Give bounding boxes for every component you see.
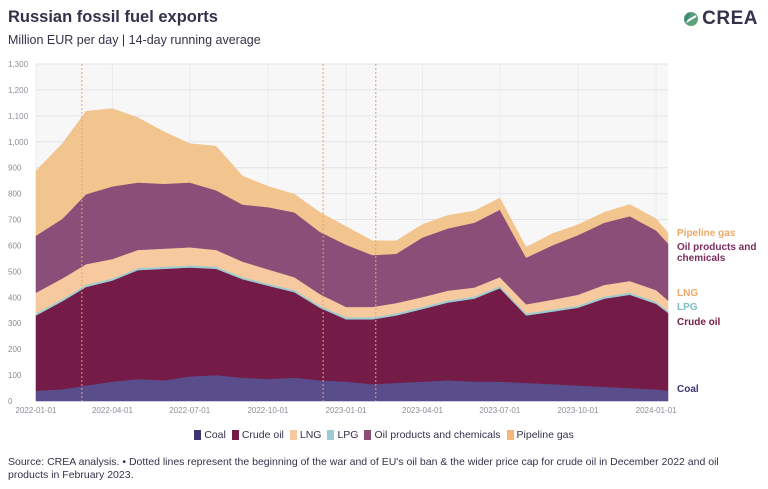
legend-item-lpg[interactable]: LPG bbox=[327, 429, 358, 441]
x-tick-label: 2023-07-01 bbox=[479, 406, 520, 415]
legend-label: LNG bbox=[299, 429, 322, 441]
x-tick-label: 2023-01-01 bbox=[326, 406, 367, 415]
y-tick-label: 1,200 bbox=[8, 86, 29, 95]
y-tick-label: 400 bbox=[8, 293, 22, 302]
y-tick-label: 1,100 bbox=[8, 112, 29, 121]
x-tick-label: 2024-01-01 bbox=[636, 406, 677, 415]
legend-item-pipeline-gas[interactable]: Pipeline gas bbox=[506, 429, 574, 441]
legend-swatch-oil-products bbox=[364, 430, 372, 440]
x-tick-label: 2023-04-01 bbox=[402, 406, 443, 415]
legend-swatch-pipeline-gas bbox=[506, 430, 514, 440]
y-tick-label: 800 bbox=[8, 190, 22, 199]
x-tick-label: 2022-04-01 bbox=[92, 406, 133, 415]
legend-label: Pipeline gas bbox=[516, 429, 574, 441]
legend-item-coal[interactable]: Coal bbox=[194, 429, 226, 441]
area-pipeline-gas bbox=[35, 108, 669, 258]
y-tick-label: 700 bbox=[8, 216, 22, 225]
crea-logo: CREA bbox=[683, 8, 758, 30]
series-end-label: Pipeline gas bbox=[677, 228, 736, 239]
legend-swatch-coal bbox=[194, 430, 202, 440]
legend: Coal Crude oil LNG LPG Oil products and … bbox=[0, 429, 768, 441]
chart-subtitle: Million EUR per day | 14-day running ave… bbox=[8, 33, 261, 47]
source-note: Source: CREA analysis. • Dotted lines re… bbox=[8, 456, 719, 481]
series-end-label: Oil products and chemicals bbox=[677, 242, 756, 264]
legend-item-oil-products[interactable]: Oil products and chemicals bbox=[364, 429, 501, 441]
legend-label: Coal bbox=[204, 429, 226, 441]
chart-title: Russian fossil fuel exports bbox=[8, 8, 218, 26]
x-tick-label: 2022-01-01 bbox=[16, 406, 57, 415]
legend-item-lng[interactable]: LNG bbox=[289, 429, 322, 441]
legend-swatch-crude-oil bbox=[231, 430, 239, 440]
series-end-label: Crude oil bbox=[677, 317, 721, 328]
y-tick-label: 200 bbox=[8, 345, 22, 354]
x-tick-label: 2023-10-01 bbox=[557, 406, 598, 415]
crea-leaf-icon bbox=[684, 12, 699, 26]
y-tick-label: 300 bbox=[8, 319, 22, 328]
y-tick-label: 1,300 bbox=[8, 60, 29, 69]
legend-swatch-lpg bbox=[327, 430, 335, 440]
y-tick-label: 600 bbox=[8, 241, 22, 250]
logo-text: CREA bbox=[702, 8, 758, 29]
y-tick-label: 500 bbox=[8, 267, 22, 276]
y-tick-label: 1,000 bbox=[8, 138, 29, 147]
legend-item-crude-oil[interactable]: Crude oil bbox=[231, 429, 284, 441]
legend-label: Crude oil bbox=[241, 429, 284, 441]
y-tick-label: 100 bbox=[8, 371, 22, 380]
legend-label: LPG bbox=[337, 429, 359, 441]
legend-swatch-lng bbox=[289, 430, 297, 440]
y-tick-label: 0 bbox=[8, 397, 13, 406]
series-end-label: Coal bbox=[677, 384, 699, 395]
legend-label: Oil products and chemicals bbox=[374, 429, 501, 441]
area-chart: 0 100 200 300 400 500 600 700 800 900 1,000 1,100 1,… bbox=[8, 60, 756, 415]
x-tick-label: 2022-10-01 bbox=[247, 406, 288, 415]
x-tick-label: 2022-07-01 bbox=[169, 406, 210, 415]
series-end-label: LNG bbox=[677, 288, 698, 299]
series-end-label: LPG bbox=[677, 302, 698, 313]
y-tick-label: 900 bbox=[8, 164, 22, 173]
